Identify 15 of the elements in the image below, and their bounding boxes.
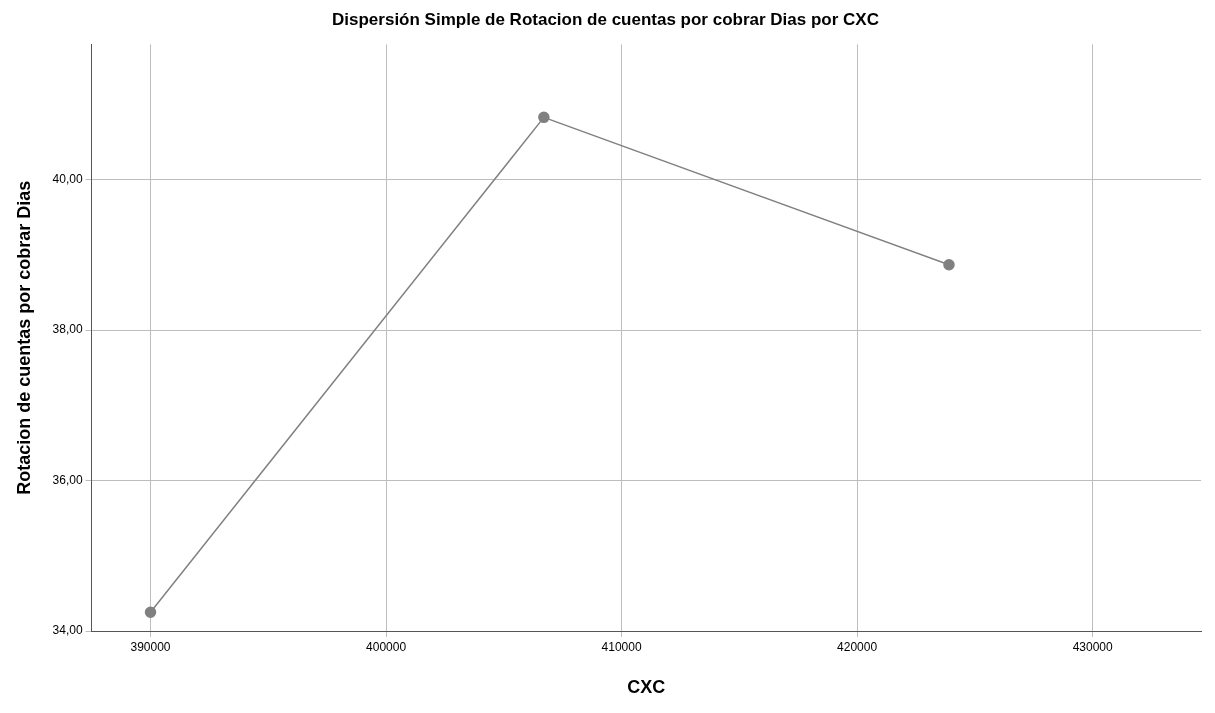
y-tick-label: 34,00 — [52, 623, 83, 638]
y-tick-label: 38,00 — [52, 322, 83, 337]
x-tick-label: 400000 — [366, 639, 407, 654]
y-axis-title: Rotacion de cuentas por cobrar Dias — [13, 180, 34, 495]
x-tick-label: 390000 — [130, 639, 171, 654]
y-tick-label: 36,00 — [52, 472, 83, 487]
point — [144, 606, 157, 618]
chart-title: Dispersión Simple de Rotacion de cuentas por cobrar Dias por CXC — [332, 9, 879, 29]
x-axis-title: CXC — [627, 677, 666, 698]
y-tick-label: 40,00 — [52, 172, 83, 187]
point — [943, 259, 955, 271]
x-tick-label: 430000 — [1072, 639, 1113, 654]
x-tick-label: 410000 — [601, 639, 642, 654]
point — [538, 111, 550, 124]
x-tick-label: 420000 — [837, 639, 878, 654]
